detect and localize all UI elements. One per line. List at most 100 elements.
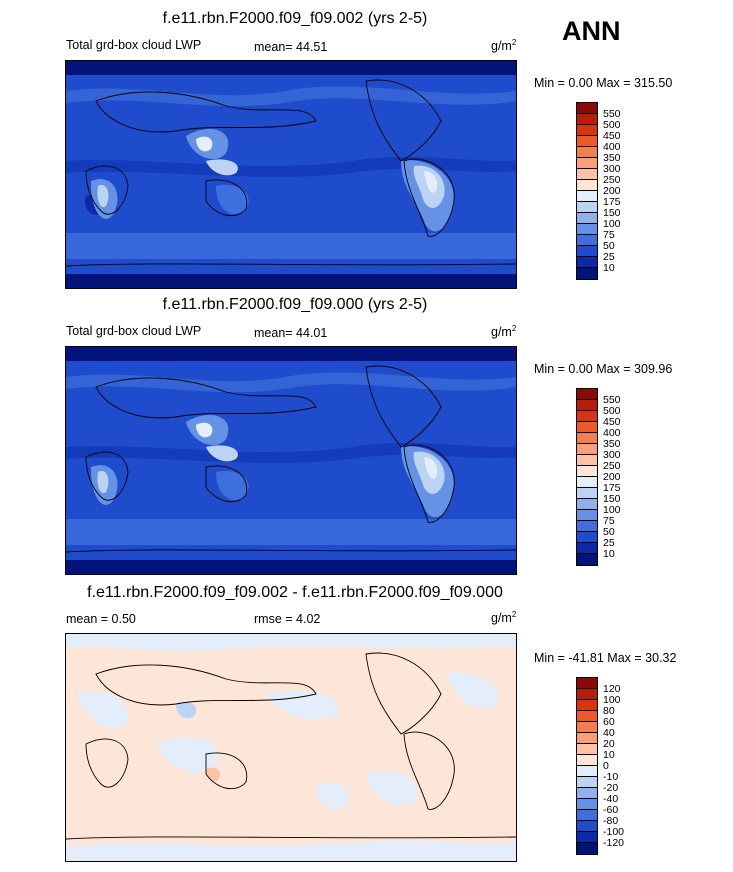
colorbar-box [577, 755, 597, 766]
colorbar-tick-label: 175 [603, 482, 621, 494]
colorbar-tick-label: 550 [603, 108, 621, 120]
colorbar-box [577, 136, 597, 147]
colorbar-box [577, 224, 597, 235]
colorbar-tick-label: 350 [603, 438, 621, 450]
rmse-label: rmse = 4.02 [254, 612, 321, 626]
colorbar-tick-label: 250 [603, 460, 621, 472]
colorbar-box [577, 246, 597, 257]
colorbar-tick-label: 500 [603, 119, 621, 131]
colorbar [576, 388, 598, 566]
map-graphic [66, 347, 516, 574]
colorbar-box [577, 147, 597, 158]
colorbar-box [577, 810, 597, 821]
colorbar-box [577, 455, 597, 466]
colorbar-tick-label: 175 [603, 196, 621, 208]
colorbar-tick-label: 75 [603, 515, 615, 527]
colorbar-tick-label: 60 [603, 716, 615, 728]
colorbar-box [577, 466, 597, 477]
colorbar-box [577, 532, 597, 543]
colorbar-box [577, 766, 597, 777]
map-cloud-lwp-difference [65, 633, 517, 862]
colorbar-tick-label: 300 [603, 163, 621, 175]
colorbar-tick-label: 100 [603, 694, 621, 706]
variable-label: Total grd-box cloud LWP [66, 324, 202, 338]
colorbar-tick-label: 150 [603, 207, 621, 219]
colorbar-box [577, 744, 597, 755]
colorbar-box [577, 700, 597, 711]
colorbar-box [577, 125, 597, 136]
colorbar-box [577, 733, 597, 744]
colorbar-tick-label: -40 [603, 793, 619, 805]
colorbar-tick-label: 80 [603, 705, 615, 717]
colorbar-tick-label: 25 [603, 537, 615, 549]
colorbar-tick-label: 50 [603, 526, 615, 538]
colorbar-box [577, 114, 597, 125]
colorbar-tick-label: -10 [603, 771, 619, 783]
colorbar-box [577, 722, 597, 733]
colorbar-tick-label: 0 [603, 760, 609, 772]
colorbar-box [577, 832, 597, 843]
colorbar-box [577, 169, 597, 180]
colorbar-box [577, 444, 597, 455]
colorbar-tick-label: 200 [603, 185, 621, 197]
colorbar-box [577, 158, 597, 169]
colorbar [576, 677, 598, 855]
colorbar-box [577, 788, 597, 799]
colorbar-tick-label: -60 [603, 804, 619, 816]
colorbar-box [577, 510, 597, 521]
colorbar-box [577, 268, 597, 279]
variable-label: Total grd-box cloud LWP [66, 38, 202, 52]
colorbar-tick-label: 50 [603, 240, 615, 252]
colorbar-tick-label: 300 [603, 449, 621, 461]
panel-title: f.e11.rbn.F2000.f09_f09.002 (yrs 2-5) [162, 10, 428, 27]
colorbar-box [577, 202, 597, 213]
colorbar-tick-label: 200 [603, 471, 621, 483]
colorbar-tick-label: -120 [603, 837, 625, 849]
colorbar-tick-label: -80 [603, 815, 619, 827]
panel-title: f.e11.rbn.F2000.f09_f09.002 - f.e11.rbn.… [87, 584, 503, 601]
colorbar-box [577, 543, 597, 554]
colorbar-tick-label: 450 [603, 416, 621, 428]
colorbar-box [577, 411, 597, 422]
colorbar-tick-label: 10 [603, 548, 615, 560]
colorbar-box [577, 257, 597, 268]
colorbar-box [577, 213, 597, 224]
colorbar-tick-label: 120 [603, 683, 621, 695]
mean-label: mean = 0.50 [66, 612, 136, 626]
colorbar-box [577, 191, 597, 202]
colorbar-box [577, 689, 597, 700]
colorbar-tick-label: -20 [603, 782, 619, 794]
min-max-label: Min = 0.00 Max = 315.50 [534, 76, 673, 90]
colorbar-box [577, 433, 597, 444]
colorbar-tick-label: -100 [603, 826, 625, 838]
mean-label: mean= 44.01 [254, 326, 328, 340]
colorbar-box [577, 799, 597, 810]
colorbar-box [577, 554, 597, 565]
map-graphic [66, 634, 516, 861]
colorbar-tick-label: 150 [603, 493, 621, 505]
colorbar-box [577, 235, 597, 246]
colorbar-box [577, 422, 597, 433]
units-label: g/m2 [491, 324, 517, 340]
mean-label: mean= 44.51 [254, 40, 328, 54]
colorbar-box [577, 389, 597, 400]
map-cloud-lwp-000 [65, 346, 517, 575]
season-label: ANN [562, 16, 621, 46]
map-cloud-lwp-002 [65, 60, 517, 289]
colorbar-box [577, 499, 597, 510]
colorbar-box [577, 103, 597, 114]
colorbar-tick-label: 40 [603, 727, 615, 739]
colorbar-box [577, 678, 597, 689]
units-label: g/m2 [491, 610, 517, 626]
panel-title: f.e11.rbn.F2000.f09_f09.000 (yrs 2-5) [162, 296, 428, 313]
colorbar-tick-label: 10 [603, 262, 615, 274]
colorbar-tick-label: 75 [603, 229, 615, 241]
units-label: g/m2 [491, 38, 517, 54]
colorbar-tick-label: 550 [603, 394, 621, 406]
colorbar-tick-label: 25 [603, 251, 615, 263]
colorbar-tick-label: 100 [603, 504, 621, 516]
colorbar-tick-label: 10 [603, 749, 615, 761]
colorbar-box [577, 711, 597, 722]
colorbar-tick-label: 250 [603, 174, 621, 186]
min-max-label: Min = -41.81 Max = 30.32 [534, 651, 677, 665]
